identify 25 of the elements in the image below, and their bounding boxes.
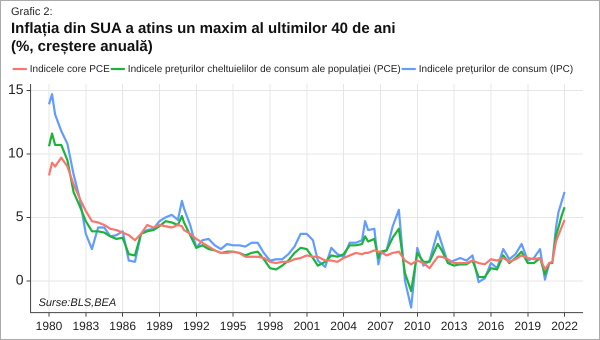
x-tick-label: 1998 <box>256 319 284 334</box>
legend-label: Indicele prețurilor cheltuielilor de consum ale populației (PCE) <box>128 64 401 75</box>
y-tick-label: 5 <box>16 208 24 224</box>
y-tick-label: 10 <box>8 144 24 161</box>
x-tick-label: 2010 <box>404 319 431 334</box>
x-tick-label: 2016 <box>478 319 505 334</box>
legend-label: Indicele core PCE <box>30 64 110 75</box>
x-tick-label: 2019 <box>514 319 542 334</box>
chart-subtitle: Grafic 2: <box>11 6 53 18</box>
x-tick-label: 1992 <box>182 319 210 334</box>
x-tick-label: 1989 <box>146 319 174 334</box>
x-tick-label: 1995 <box>220 319 247 334</box>
annotation: Surse:BLS,BEA <box>38 297 116 310</box>
chart-title: Inflația din SUA a atins un maxim al ultimilor 40 de ani (%, creștere anuală) <box>11 20 396 56</box>
x-tick-label: 1986 <box>109 319 136 334</box>
y-tick-label: 15 <box>8 81 24 98</box>
x-tick-label: 2013 <box>440 319 468 334</box>
x-tick-label: 1983 <box>72 319 100 334</box>
x-tick-label: 2004 <box>330 319 358 334</box>
y-tick-label: 0 <box>16 272 24 288</box>
x-tick-label: 2007 <box>367 319 394 334</box>
legend-label: Indicele prețurilor de consum (IPC) <box>418 64 574 75</box>
x-tick-label: 1980 <box>36 319 63 334</box>
x-tick-label: 2001 <box>293 319 320 334</box>
x-tick-label: 2022 <box>551 319 578 334</box>
